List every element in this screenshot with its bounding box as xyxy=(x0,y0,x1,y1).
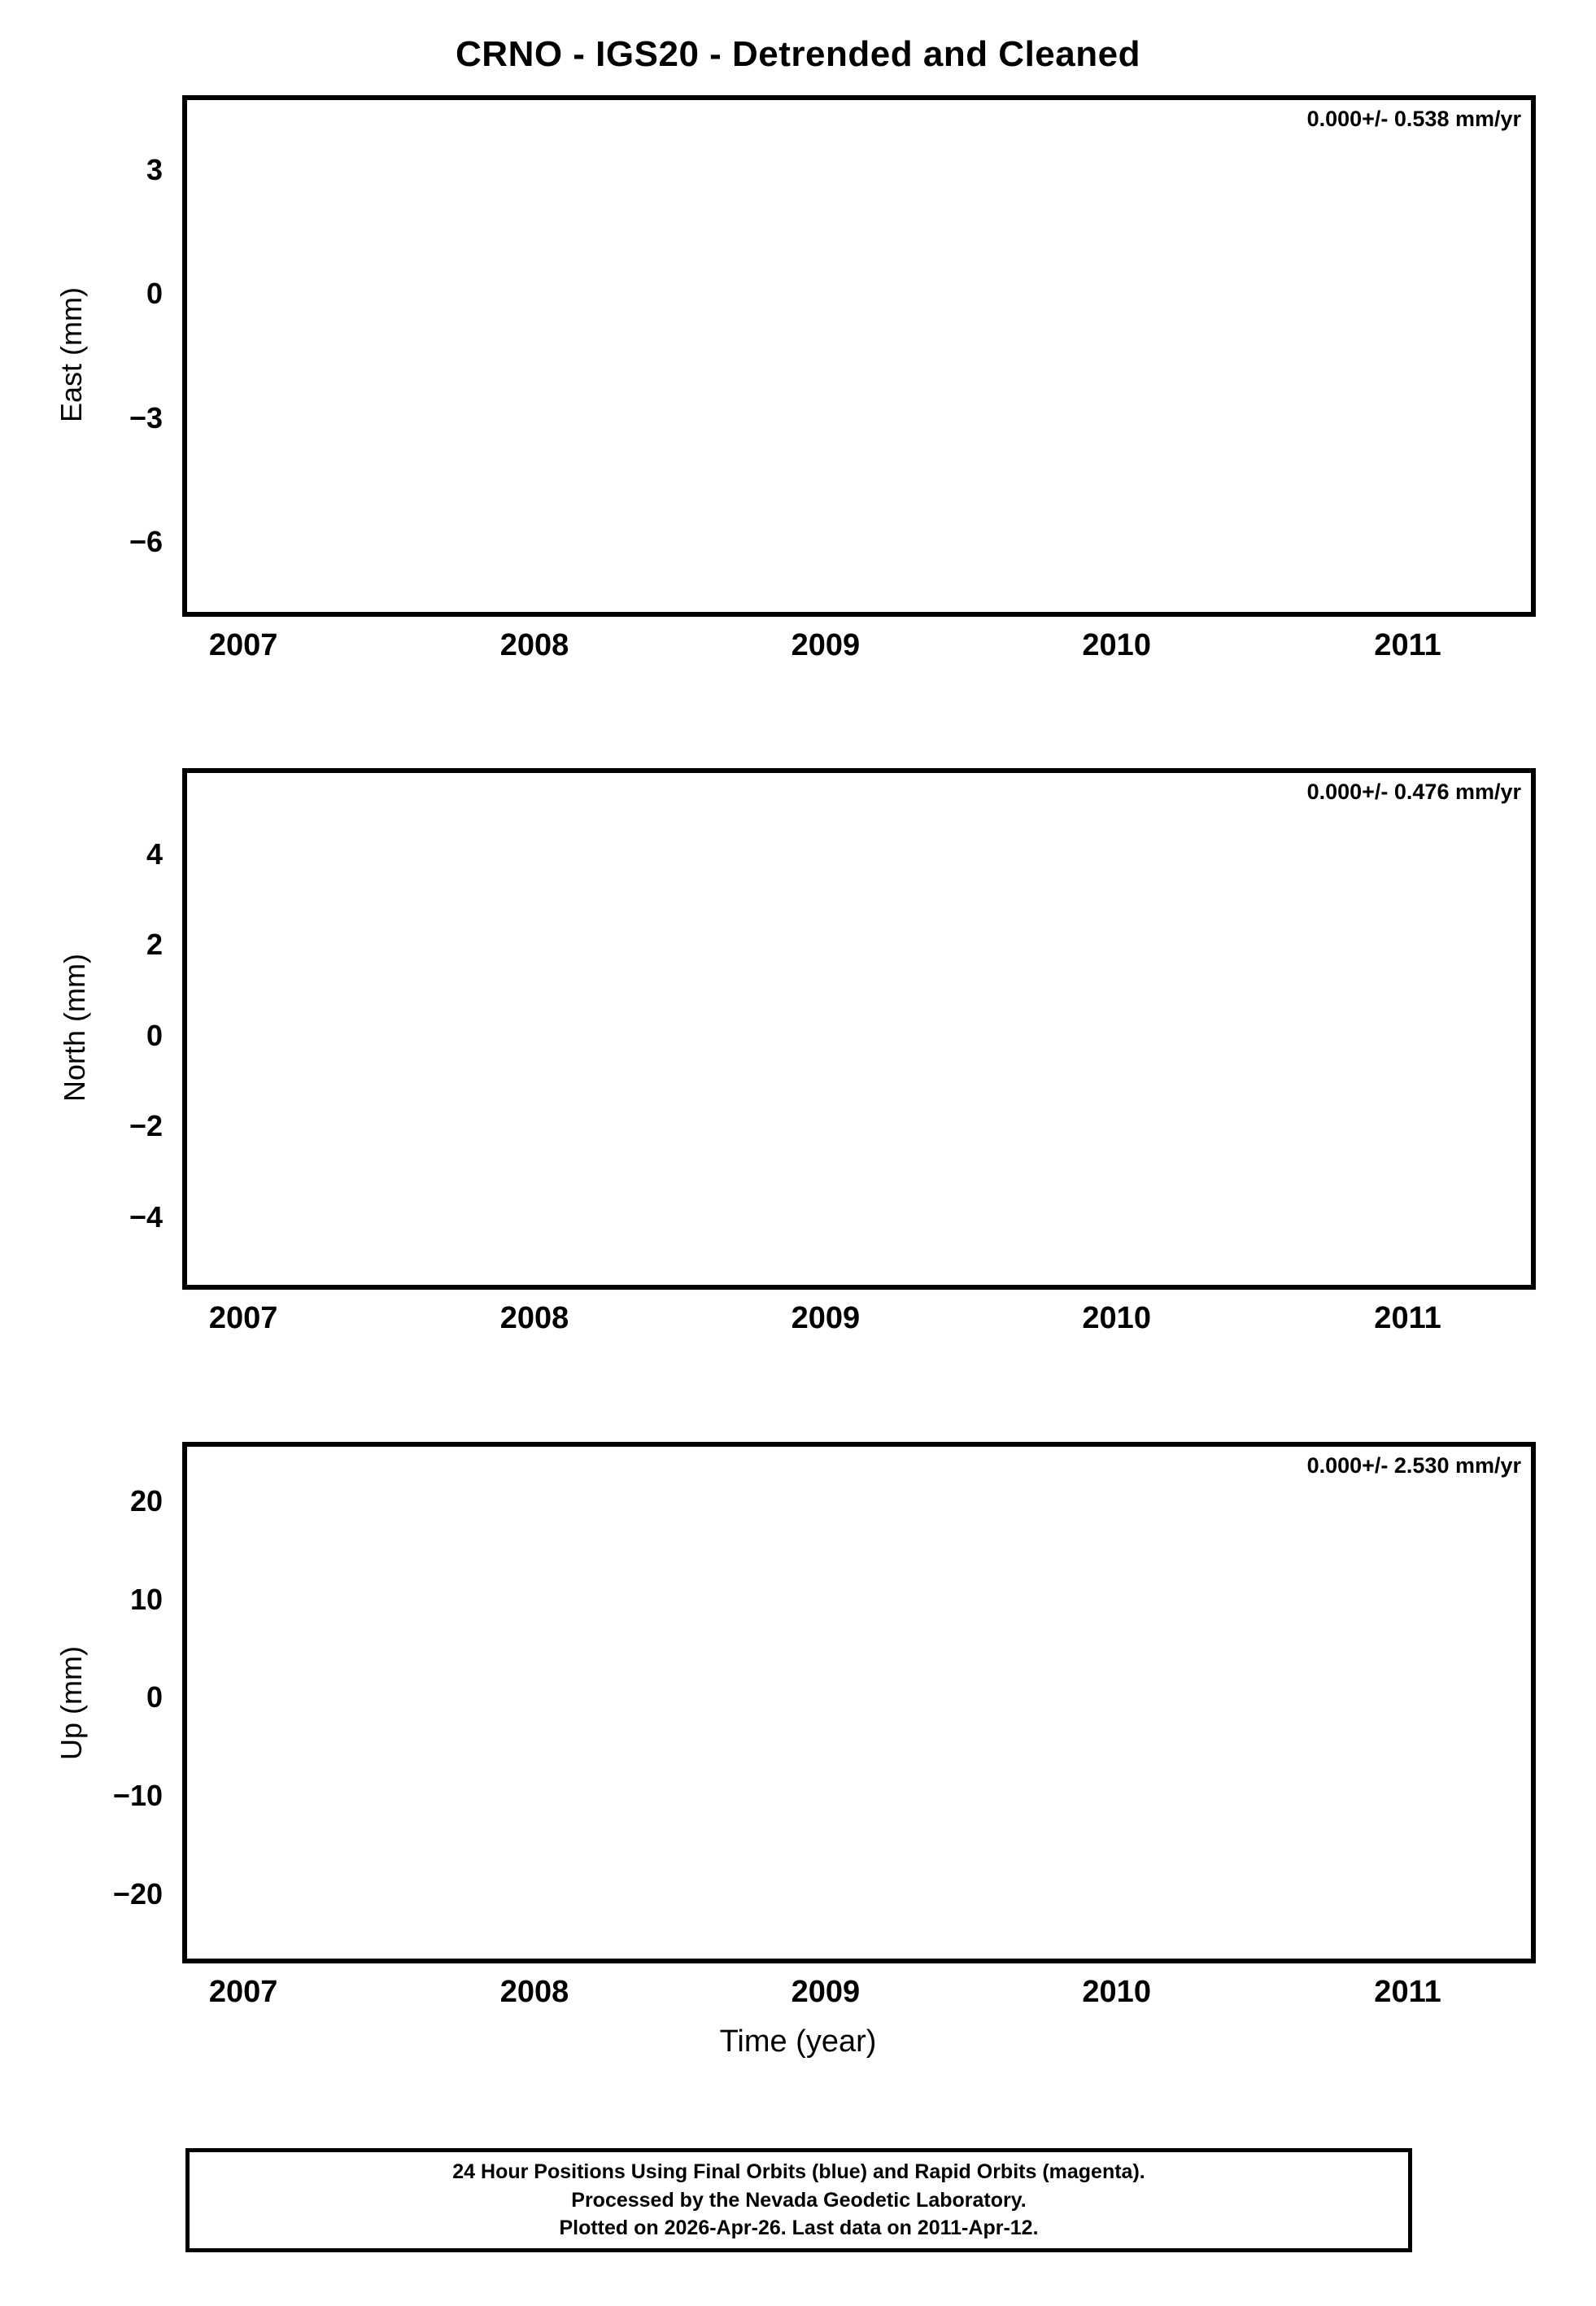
east-xtick-2011: 2011 xyxy=(1374,628,1441,662)
up-xtick-2008: 2008 xyxy=(499,1975,569,2009)
caption-line-2: Processed by the Nevada Geodetic Laborat… xyxy=(571,2188,1027,2212)
x-axis-title: Time (year) xyxy=(719,2024,877,2059)
up-plot-frame xyxy=(182,1442,1536,1963)
panel-up: 0.000+/- 2.530 mm/yr xyxy=(182,1442,1536,1963)
east-rate-label: 0.000+/- 0.538 mm/yr xyxy=(1306,107,1521,131)
up-ytick-0: 0 xyxy=(146,1680,163,1714)
north-ytick-neg2: −2 xyxy=(129,1109,163,1143)
east-ytick-neg6: −6 xyxy=(129,525,163,559)
north-ytick-neg4: −4 xyxy=(129,1199,163,1234)
east-ytick-3: 3 xyxy=(146,152,163,186)
north-ytick-2: 2 xyxy=(146,928,163,962)
up-xtick-2007: 2007 xyxy=(208,1975,278,2009)
up-rate-label: 0.000+/- 2.530 mm/yr xyxy=(1306,1453,1521,1478)
east-xtick-2007: 2007 xyxy=(208,628,278,662)
up-xtick-2009: 2009 xyxy=(791,1975,861,2009)
up-ytick-neg20: −20 xyxy=(112,1877,163,1911)
north-rate-label: 0.000+/- 0.476 mm/yr xyxy=(1306,780,1521,804)
north-xtick-2009: 2009 xyxy=(791,1301,861,1335)
east-xtick-2009: 2009 xyxy=(791,628,861,662)
east-xtick-2008: 2008 xyxy=(499,628,569,662)
page-title: CRNO - IGS20 - Detrended and Cleaned xyxy=(456,34,1140,74)
up-xtick-2010: 2010 xyxy=(1082,1975,1151,2009)
north-xtick-2007: 2007 xyxy=(208,1301,278,1335)
north-xtick-2011: 2011 xyxy=(1374,1301,1441,1335)
up-ytick-neg10: −10 xyxy=(112,1779,163,1813)
panel-east: 0.000+/- 0.538 mm/yr xyxy=(182,95,1536,617)
up-xtick-2011: 2011 xyxy=(1374,1975,1441,2009)
east-plot-frame xyxy=(182,95,1536,617)
north-ytick-0: 0 xyxy=(146,1018,163,1052)
up-ytick-10: 10 xyxy=(129,1582,163,1616)
caption-box: 24 Hour Positions Using Final Orbits (bl… xyxy=(185,2148,1412,2252)
panel-north: 0.000+/- 0.476 mm/yr xyxy=(182,768,1536,1290)
up-ytick-20: 20 xyxy=(129,1483,163,1518)
north-xtick-2008: 2008 xyxy=(499,1301,569,1335)
north-xtick-2010: 2010 xyxy=(1082,1301,1151,1335)
east-ytick-neg3: −3 xyxy=(129,400,163,435)
caption-line-1: 24 Hour Positions Using Final Orbits (bl… xyxy=(452,2160,1145,2184)
caption-line-3: Plotted on 2026-Apr-26. Last data on 201… xyxy=(559,2216,1039,2240)
east-xtick-2010: 2010 xyxy=(1082,628,1151,662)
north-ytick-4: 4 xyxy=(146,836,163,871)
east-ytick-0: 0 xyxy=(146,277,163,311)
north-plot-frame xyxy=(182,768,1536,1290)
